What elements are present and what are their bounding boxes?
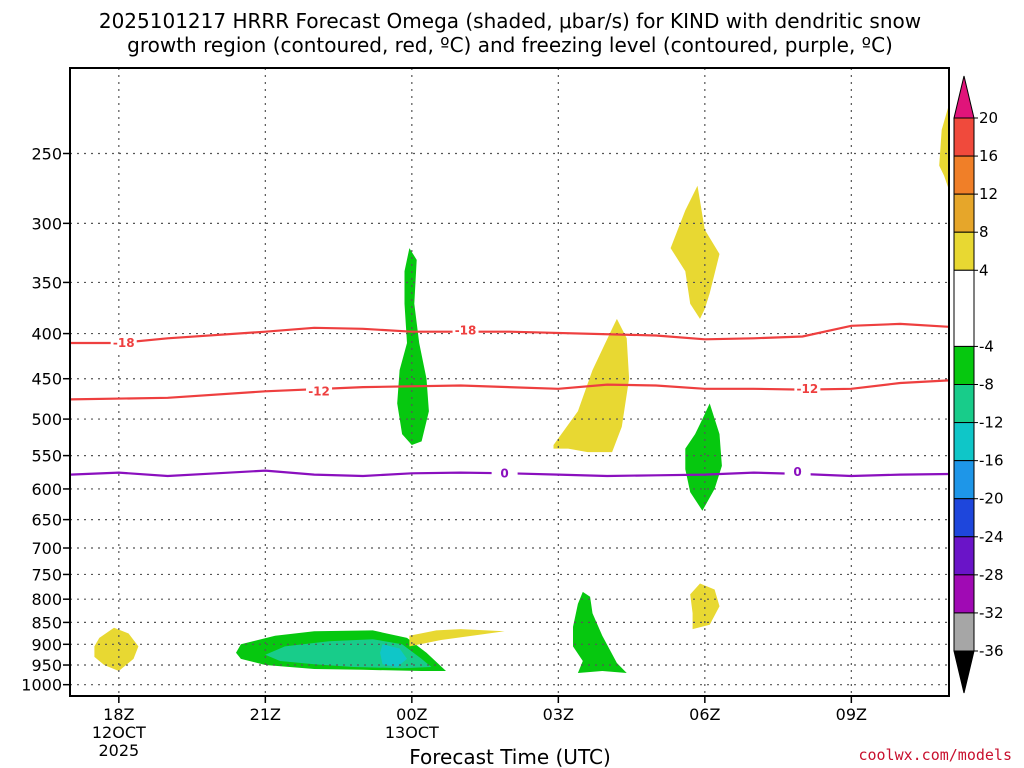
contour-label-bg	[110, 335, 137, 352]
y-tick-label: 350	[31, 273, 62, 292]
y-tick-label: 950	[31, 656, 62, 675]
x-tick-label: 06Z	[689, 705, 720, 724]
colorbar-tick-label: -36	[979, 642, 1004, 660]
omega-region-9	[685, 403, 722, 511]
colorbar-tick-label: -8	[979, 376, 994, 394]
x-axis-label: Forecast Time (UTC)	[409, 745, 611, 768]
y-tick-label: 1000	[21, 676, 62, 695]
y-tick-label: 900	[31, 635, 62, 654]
contour-line--18	[70, 322, 949, 345]
colorbar-tick-label: -24	[979, 528, 1004, 546]
plot-frame	[69, 67, 950, 697]
omega-region-5	[397, 248, 429, 445]
colorbar-tick-label: -4	[979, 337, 994, 355]
colorbar: 20 16 12 8 4 -4 -8 -12 -16 -20 -24 -28 -32 -36	[953, 75, 1004, 694]
colorbar-band	[953, 193, 975, 233]
colorbar-tick-label: 16	[979, 147, 998, 165]
colorbar-tick-label: -28	[979, 566, 1004, 584]
contour-label-bg	[784, 463, 811, 480]
y-tick-label: 500	[31, 410, 62, 429]
colorbar-bottom-arrow	[953, 650, 975, 694]
y-axis: 250 300 350 400 450 500 550 600 650 700 750 800 850 9…	[21, 144, 70, 695]
contour-label--12: -12	[797, 382, 819, 396]
omega-region-11	[939, 104, 949, 190]
chart-title-line1: 2025101217 HRRR Forecast Omega (shaded, …	[99, 9, 921, 33]
x-tick-label: 13OCT	[385, 723, 439, 742]
colorbar-tick-label: 8	[979, 223, 989, 241]
contour-label-bg	[491, 465, 518, 482]
colorbar-band	[953, 612, 975, 652]
x-tick-label: 09Z	[836, 705, 867, 724]
contour-line--12	[70, 379, 949, 401]
x-tick-label: 00Z	[396, 705, 427, 724]
colorbar-tick-label: -32	[979, 604, 1004, 622]
colorbar-band	[953, 345, 975, 385]
x-tick-label: 2025	[98, 741, 139, 760]
omega-region-0	[94, 627, 139, 671]
colorbar-tick-label: 4	[979, 261, 989, 279]
x-tick-label: 21Z	[250, 705, 281, 724]
contour-label--12: -12	[308, 384, 330, 398]
colorbar-tick-label: 12	[979, 185, 998, 203]
y-tick-label: 650	[31, 511, 62, 530]
colorbar-band	[953, 498, 975, 538]
colorbar-band	[953, 231, 975, 271]
y-tick-label: 850	[31, 613, 62, 632]
contour-lines: -18 -18 -12 -12 0 0	[70, 322, 949, 482]
omega-region-10	[690, 583, 720, 630]
omega-region-3	[380, 644, 407, 667]
contour-label-bg	[452, 322, 479, 339]
colorbar-band	[953, 155, 975, 195]
contour-label-0: 0	[793, 465, 801, 479]
colorbar-tick-label: -12	[979, 414, 1004, 432]
colorbar-band	[953, 269, 975, 347]
y-tick-label: 800	[31, 590, 62, 609]
colorbar-band	[953, 422, 975, 462]
y-tick-label: 250	[31, 144, 62, 163]
site-credit[interactable]: coolwx.com/models	[858, 746, 1012, 764]
y-tick-label: 600	[31, 480, 62, 499]
colorbar-band	[953, 117, 975, 157]
contour-label--18: -18	[455, 324, 477, 338]
y-tick-label: 750	[31, 565, 62, 584]
colorbar-band	[953, 384, 975, 424]
colorbar-tick-label: 20	[979, 109, 998, 127]
colorbar-band	[953, 460, 975, 500]
y-tick-label: 700	[31, 539, 62, 558]
colorbar-tick-label: -20	[979, 490, 1004, 508]
y-tick-label: 300	[31, 214, 62, 233]
x-tick-label: 18Z	[103, 705, 134, 724]
y-tick-label: 450	[31, 370, 62, 389]
y-tick-label: 400	[31, 325, 62, 344]
chart-title-line2: growth region (contoured, red, ºC) and f…	[127, 33, 893, 57]
surface-band	[70, 696, 949, 719]
omega-region-7	[670, 185, 720, 319]
y-tick-label: 550	[31, 447, 62, 466]
contour-label-bg	[794, 380, 821, 397]
omega-region-4	[409, 629, 505, 647]
colorbar-top-arrow	[953, 75, 975, 119]
colorbar-band	[953, 536, 975, 576]
omega-region-6	[573, 591, 627, 673]
x-tick-label: 12OCT	[92, 723, 146, 742]
contour-label--18: -18	[113, 336, 135, 350]
contour-label-bg	[306, 383, 333, 400]
colorbar-tick-label: -16	[979, 452, 1004, 470]
colorbar-band	[953, 574, 975, 614]
x-tick-label: 03Z	[543, 705, 574, 724]
plot-area	[70, 104, 949, 719]
contour-label-0: 0	[500, 466, 508, 480]
